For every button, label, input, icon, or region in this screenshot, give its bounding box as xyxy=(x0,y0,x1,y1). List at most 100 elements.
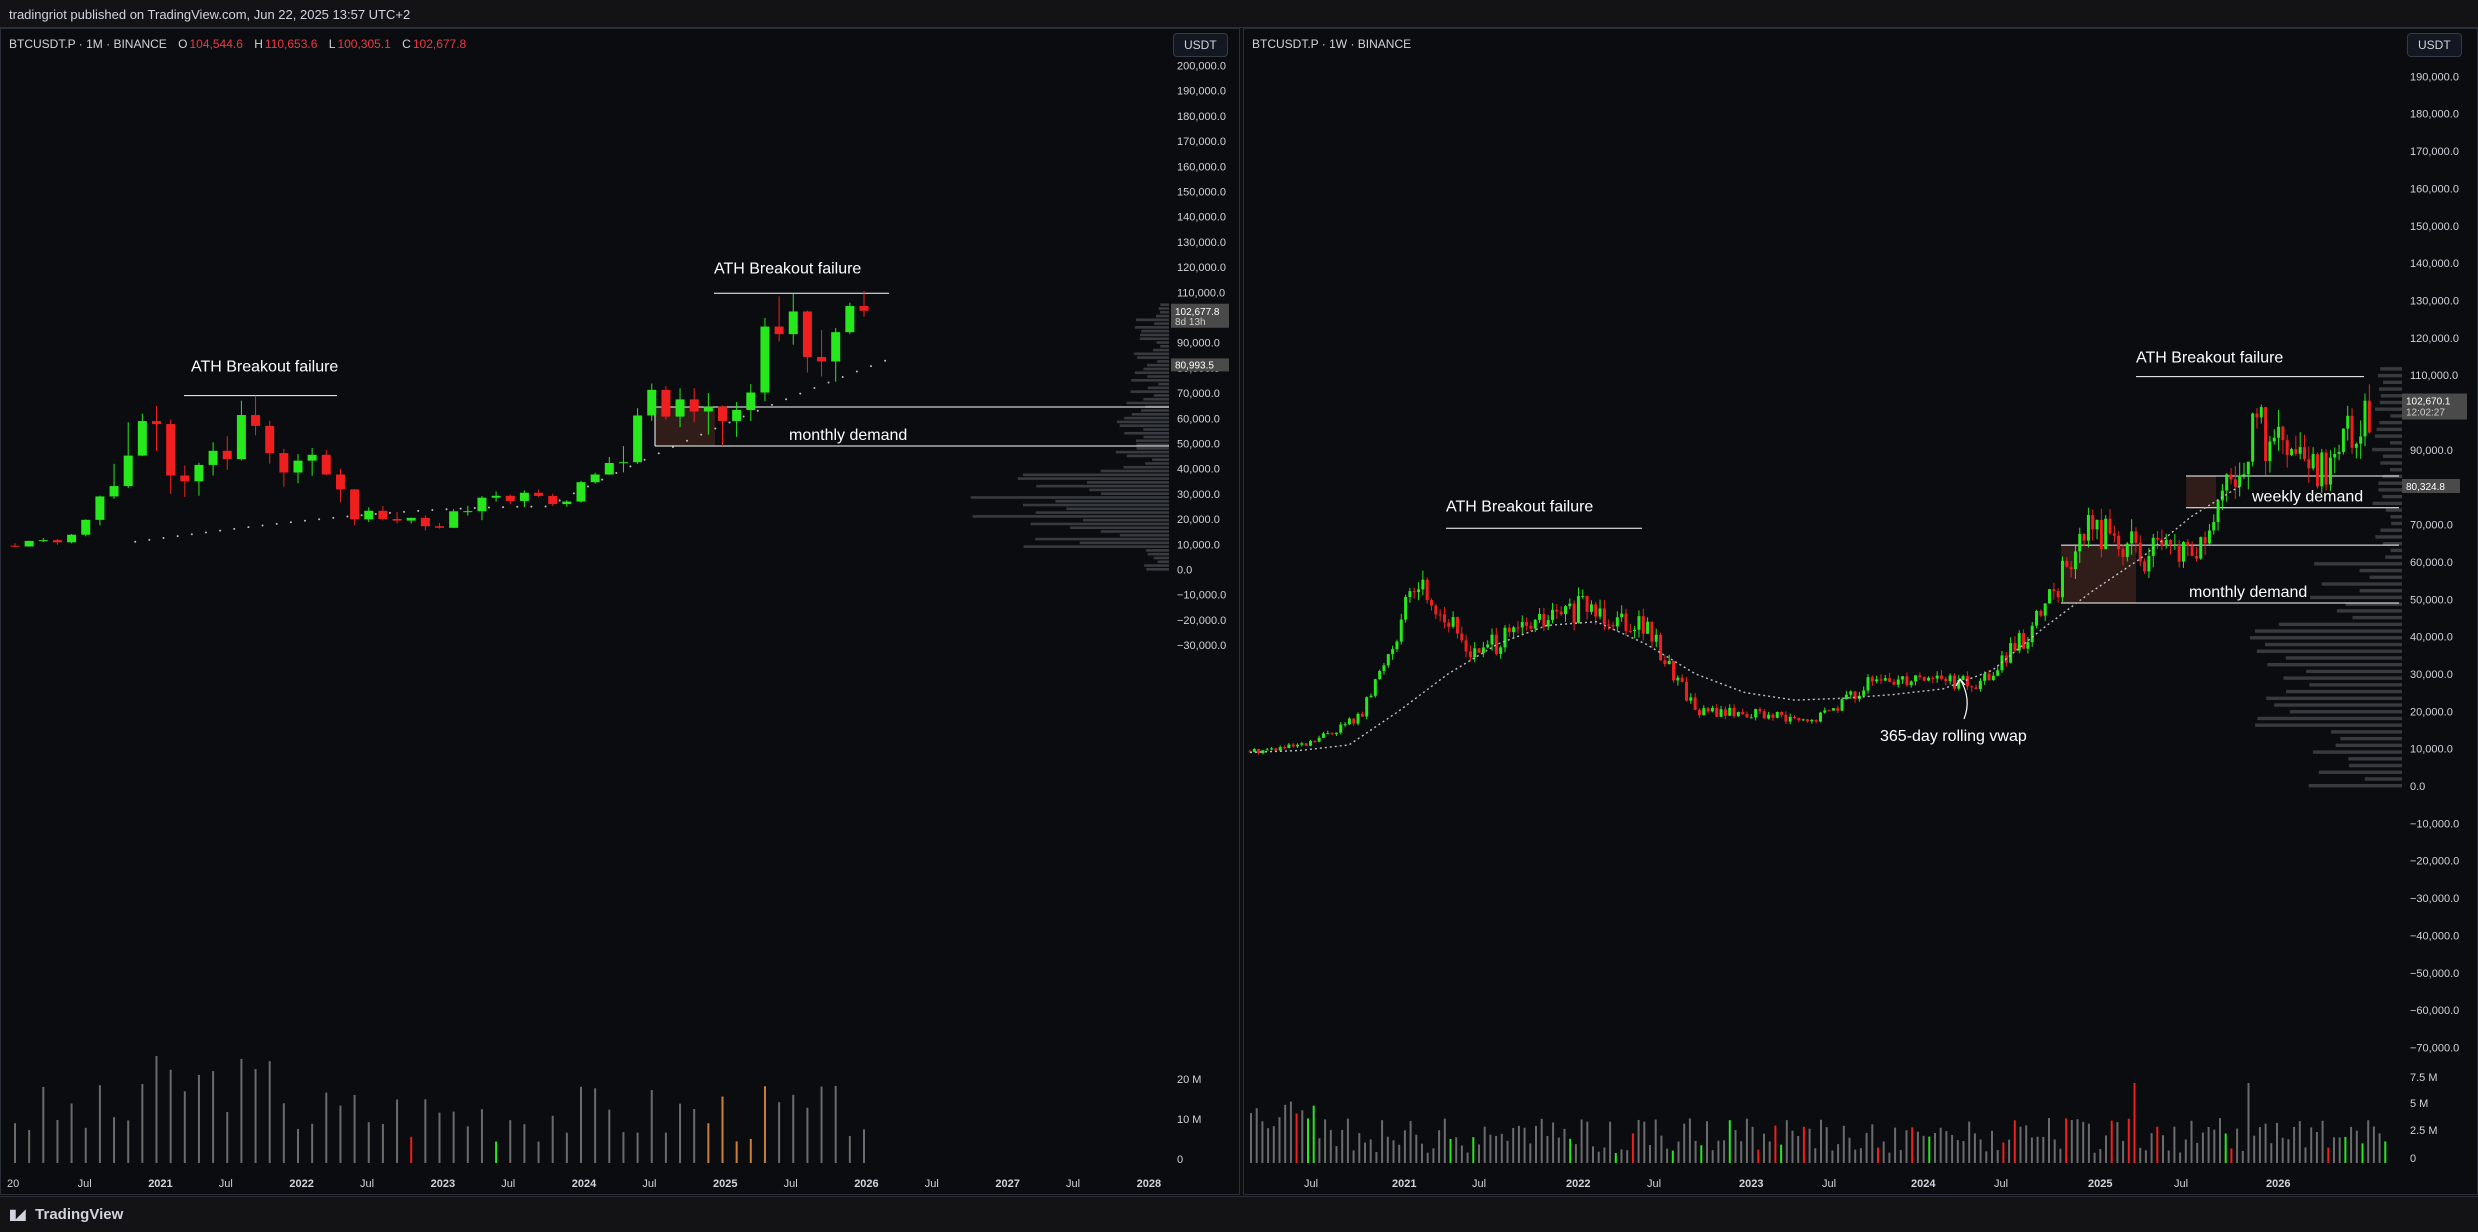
candle-body xyxy=(1870,677,1874,682)
volume-bar xyxy=(2230,1148,2233,1163)
chart-canvas-monthly[interactable]: 210,000.0200,000.0190,000.0180,000.0170,… xyxy=(1,29,1240,1195)
volume-bar xyxy=(169,1069,172,1163)
candle-body xyxy=(1801,719,1805,721)
candle-body xyxy=(703,406,713,412)
currency-button[interactable]: USDT xyxy=(2407,33,2462,57)
candle-body xyxy=(2143,561,2147,572)
candle-body xyxy=(1732,707,1736,717)
volume-bar xyxy=(1552,1122,1555,1163)
volume-profile-bar xyxy=(2389,468,2402,472)
candle-body xyxy=(1572,603,1576,623)
volume-bar xyxy=(1791,1130,1794,1163)
volume-bar xyxy=(1666,1148,1669,1163)
volume-bar xyxy=(1939,1127,1942,1163)
vwap-dot xyxy=(530,505,533,508)
close-label: C xyxy=(402,37,411,51)
candle-body xyxy=(1378,670,1382,680)
volume-bar xyxy=(1934,1133,1936,1163)
last-price-value: 102,670.1 xyxy=(2406,397,2451,408)
time-axis-label: Jul xyxy=(360,1178,374,1190)
volume-axis-label: 0 xyxy=(1177,1154,1183,1166)
volume-bar xyxy=(1278,1117,1281,1163)
volume-bar xyxy=(1415,1134,1418,1163)
volume-bar xyxy=(367,1122,370,1163)
volume-bar xyxy=(2315,1132,2318,1163)
candle-body xyxy=(350,489,360,520)
volume-profile-bar xyxy=(1152,458,1169,461)
price-axis-label: −70,000.0 xyxy=(2410,1042,2459,1054)
price-axis-label: 20,000.0 xyxy=(1177,514,1220,526)
volume-profile-bar xyxy=(2340,736,2402,741)
tradingview-logo[interactable]: ▮◢ TradingView xyxy=(9,1206,123,1223)
volume-profile-bar xyxy=(1143,367,1169,371)
volume-bar xyxy=(2030,1137,2033,1163)
price-axis-label: 140,000.0 xyxy=(2410,258,2459,270)
candle-body xyxy=(1866,677,1870,691)
volume-bar xyxy=(1500,1133,1503,1163)
candle-body xyxy=(2203,537,2207,544)
volume-bar xyxy=(2139,1147,2142,1163)
candle-body xyxy=(1499,647,1503,654)
volume-profile-bar xyxy=(1146,568,1169,571)
candle-body xyxy=(1641,616,1645,634)
time-axis-label: Jul xyxy=(1472,1178,1486,1190)
chart-pane-monthly[interactable]: 210,000.0200,000.0190,000.0180,000.0170,… xyxy=(0,28,1240,1195)
candle-body xyxy=(293,460,303,473)
candle-body xyxy=(1663,660,1667,665)
vwap-dot xyxy=(870,365,872,368)
volume-bar xyxy=(2327,1147,2330,1163)
candle-body xyxy=(1283,747,1287,749)
volume-bar xyxy=(1289,1101,1292,1163)
candle-body xyxy=(519,492,529,501)
currency-button[interactable]: USDT xyxy=(1173,33,1228,57)
volume-bar xyxy=(551,1115,554,1163)
candle-body xyxy=(1430,600,1434,606)
candle-body xyxy=(774,326,784,335)
candle-body xyxy=(2065,560,2069,567)
candle-body xyxy=(2069,566,2073,570)
candle-body xyxy=(562,501,572,505)
candle-body xyxy=(1758,709,1762,712)
volume-profile-bar xyxy=(1146,363,1169,367)
volume-bar xyxy=(2036,1136,2039,1163)
candle-body xyxy=(1399,619,1403,642)
volume-bar xyxy=(594,1088,597,1163)
candle-body xyxy=(1844,694,1848,700)
volume-bar xyxy=(1745,1118,1748,1163)
volume-bar xyxy=(98,1085,101,1163)
candle-body xyxy=(2026,642,2030,649)
candle-body xyxy=(279,453,289,473)
volume-bar xyxy=(2304,1147,2307,1163)
volume-bar xyxy=(2082,1121,2085,1163)
volume-bar xyxy=(509,1120,512,1163)
candle-body xyxy=(1620,613,1624,618)
symbol-name[interactable]: BTCUSDT.P · 1W · BINANCE xyxy=(1252,37,1412,51)
volume-bar xyxy=(1945,1131,1948,1163)
volume-profile-bar xyxy=(2349,763,2402,768)
chart-canvas-weekly[interactable]: 190,000.0 180,000.0 170,000.0 160,000.0 150,… xyxy=(1244,29,2478,1195)
volume-profile-bar xyxy=(2283,676,2402,680)
symbol-name[interactable]: BTCUSDT.P · 1M · BINANCE xyxy=(9,37,167,51)
close-value: 102,677.8 xyxy=(412,37,467,51)
candle-body xyxy=(1818,712,1822,722)
vwap-dot xyxy=(204,531,207,534)
volume-bar xyxy=(834,1085,837,1163)
candle-body xyxy=(1451,617,1455,627)
volume-bar xyxy=(424,1099,427,1163)
candle-body xyxy=(1646,621,1650,634)
candle-body xyxy=(2009,643,2013,663)
price-axis-label: 60,000.0 xyxy=(2410,557,2453,569)
chart-pane-weekly[interactable]: 190,000.0 180,000.0 170,000.0 160,000.0 150,… xyxy=(1243,28,2478,1195)
volume-bar xyxy=(650,1090,653,1163)
candle-body xyxy=(2346,415,2350,429)
volume-bar xyxy=(2133,1083,2136,1163)
time-axis-label: 2023 xyxy=(431,1178,455,1190)
candle-body xyxy=(1853,691,1857,699)
candle-body xyxy=(2354,443,2358,448)
time-axis-label: 20 xyxy=(7,1178,19,1190)
monthly-demand-label: monthly demand xyxy=(789,427,907,444)
volume-bar xyxy=(806,1107,809,1163)
symbol-legend-monthly[interactable]: BTCUSDT.P · 1M · BINANCE O 104,544.6 H 110… xyxy=(9,37,468,51)
candle-body xyxy=(2147,555,2151,572)
symbol-legend-weekly[interactable]: BTCUSDT.P · 1W · BINANCE xyxy=(1252,37,1413,51)
